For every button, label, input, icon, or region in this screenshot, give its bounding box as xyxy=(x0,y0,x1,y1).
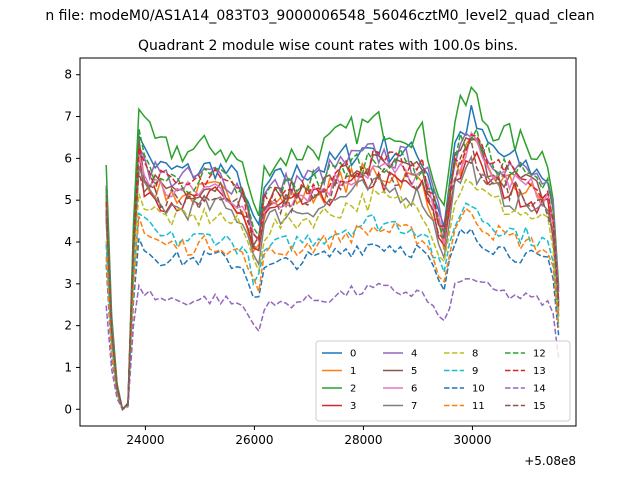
series-line-9 xyxy=(105,202,560,411)
y-axis: 0 1 2 3 4 5 6 7 8 xyxy=(64,68,80,416)
series-line-2 xyxy=(105,85,560,411)
legend-label-12: 12 xyxy=(533,349,546,360)
chart-title: Quadrant 2 module wise count rates with … xyxy=(138,38,518,54)
y-tick-label: 8 xyxy=(64,68,72,82)
series-layer xyxy=(105,85,560,411)
series-line-13 xyxy=(105,133,560,411)
series-line-12 xyxy=(105,127,560,411)
y-tick-label: 0 xyxy=(64,402,72,416)
legend-label-4: 4 xyxy=(411,349,417,360)
legend-label-14: 14 xyxy=(533,384,546,395)
legend-label-7: 7 xyxy=(411,401,417,412)
y-tick-label: 7 xyxy=(64,110,72,124)
y-tick-label: 1 xyxy=(64,360,72,374)
x-offset-label: +5.08e8 xyxy=(524,454,576,468)
legend-label-13: 13 xyxy=(533,366,546,377)
legend-label-6: 6 xyxy=(411,384,417,395)
legend-label-11: 11 xyxy=(472,401,485,412)
figure-suptitle: n file: modeM0/AS1A14_083T03_9000006548_… xyxy=(45,8,594,24)
legend-label-1: 1 xyxy=(350,366,356,377)
series-line-11 xyxy=(105,207,560,411)
x-tick-label: 26000 xyxy=(235,433,273,447)
x-tick-label: 28000 xyxy=(344,433,382,447)
series-line-7 xyxy=(105,154,560,411)
series-line-8 xyxy=(105,178,560,411)
legend-label-0: 0 xyxy=(350,349,356,360)
x-tick-label: 24000 xyxy=(126,433,164,447)
y-tick-label: 6 xyxy=(64,151,72,165)
y-tick-label: 5 xyxy=(64,193,72,207)
legend-label-9: 9 xyxy=(472,366,478,377)
y-tick-label: 3 xyxy=(64,277,72,291)
legend-label-3: 3 xyxy=(350,401,356,412)
series-line-6 xyxy=(105,131,560,411)
series-line-10 xyxy=(105,227,560,411)
y-tick-label: 2 xyxy=(64,319,72,333)
series-line-14 xyxy=(105,277,560,411)
x-axis: 24000 26000 28000 30000 xyxy=(126,426,492,447)
legend-label-2: 2 xyxy=(350,384,356,395)
legend-label-8: 8 xyxy=(472,349,478,360)
series-line-0 xyxy=(105,105,560,411)
legend-frame xyxy=(315,340,571,422)
legend-label-15: 15 xyxy=(533,401,546,412)
legend-label-5: 5 xyxy=(411,366,417,377)
legend-label-10: 10 xyxy=(472,384,485,395)
x-tick-label: 30000 xyxy=(453,433,491,447)
series-line-4 xyxy=(105,132,560,411)
y-tick-label: 4 xyxy=(64,235,72,249)
